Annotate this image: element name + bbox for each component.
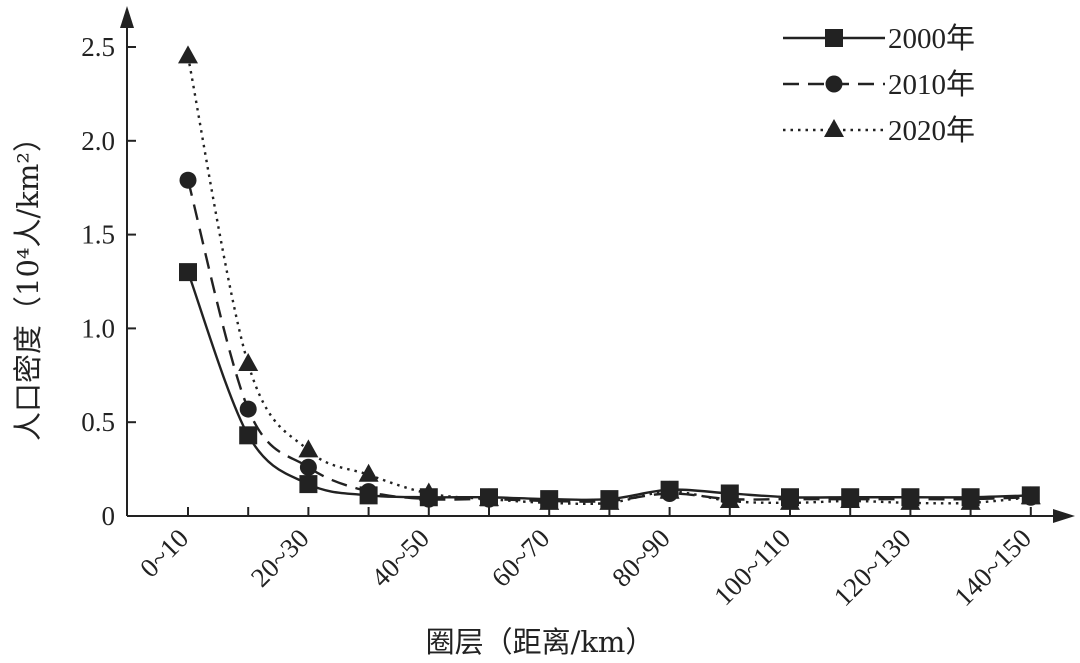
data-point bbox=[299, 475, 318, 494]
x-tick-label: 40~50 bbox=[365, 523, 435, 593]
y-axis-label: 人口密度（10⁴人/km²） bbox=[11, 123, 45, 441]
legend-label: 2000年 bbox=[888, 22, 975, 55]
x-tick-label: 60~70 bbox=[486, 523, 556, 593]
y-tick-label: 1.0 bbox=[81, 313, 115, 343]
legend-marker bbox=[825, 29, 843, 47]
x-tick-label: 140~150 bbox=[948, 523, 1037, 612]
series-group bbox=[178, 45, 1041, 510]
legend: 2000年 2010年 2020年 bbox=[783, 22, 975, 147]
x-tick-label: 0~10 bbox=[134, 523, 194, 583]
data-point bbox=[841, 488, 860, 507]
data-point bbox=[480, 488, 498, 507]
series-1 bbox=[179, 171, 1040, 510]
series-line bbox=[186, 179, 1031, 503]
legend-item-0: 2000年 bbox=[783, 22, 975, 55]
x-axis-ticks: 0~10 20~30 40~50 60~70 80~90 100~110 120~130 14… bbox=[134, 507, 1037, 612]
data-point bbox=[179, 171, 197, 189]
data-point bbox=[239, 400, 257, 418]
x-tick-label: 120~130 bbox=[828, 523, 917, 612]
x-axis-arrow bbox=[1053, 509, 1075, 523]
data-point bbox=[359, 486, 378, 505]
legend-item-2: 2020年 bbox=[783, 114, 975, 147]
y-axis-ticks: 0 0.5 1.0 1.5 2.0 2.5 bbox=[81, 32, 136, 531]
legend-item-1: 2010年 bbox=[783, 68, 975, 101]
legend-label: 2010年 bbox=[888, 68, 975, 101]
legend-label: 2020年 bbox=[888, 114, 975, 147]
data-point bbox=[299, 458, 317, 476]
axes bbox=[120, 6, 1075, 523]
y-tick-label: 0 bbox=[102, 501, 116, 531]
data-point bbox=[238, 353, 259, 372]
data-point bbox=[540, 490, 559, 509]
legend-marker bbox=[825, 75, 843, 93]
data-point bbox=[781, 488, 799, 507]
x-tick-label: 20~30 bbox=[245, 523, 315, 593]
data-point bbox=[358, 463, 379, 482]
data-point bbox=[298, 439, 319, 458]
series-line bbox=[186, 56, 1031, 506]
data-point bbox=[600, 490, 619, 509]
legend-marker bbox=[824, 119, 844, 137]
y-tick-label: 2.5 bbox=[81, 32, 115, 62]
data-point bbox=[720, 484, 739, 503]
data-point bbox=[178, 45, 198, 64]
x-tick-label: 100~110 bbox=[708, 523, 796, 611]
data-point bbox=[179, 263, 197, 282]
series-line bbox=[186, 271, 1031, 502]
data-point bbox=[239, 426, 258, 445]
y-tick-label: 2.0 bbox=[81, 126, 115, 156]
data-point bbox=[961, 488, 980, 507]
y-axis-arrow bbox=[120, 6, 134, 28]
y-tick-label: 1.5 bbox=[81, 220, 115, 250]
data-point bbox=[660, 480, 679, 499]
y-tick-label: 0.5 bbox=[81, 407, 115, 437]
data-point bbox=[419, 488, 438, 507]
data-point bbox=[1021, 486, 1040, 505]
x-axis-label: 圈层（距离/km） bbox=[426, 625, 655, 659]
x-tick-label: 80~90 bbox=[606, 523, 676, 593]
data-point bbox=[901, 488, 920, 507]
series-0 bbox=[179, 263, 1040, 509]
